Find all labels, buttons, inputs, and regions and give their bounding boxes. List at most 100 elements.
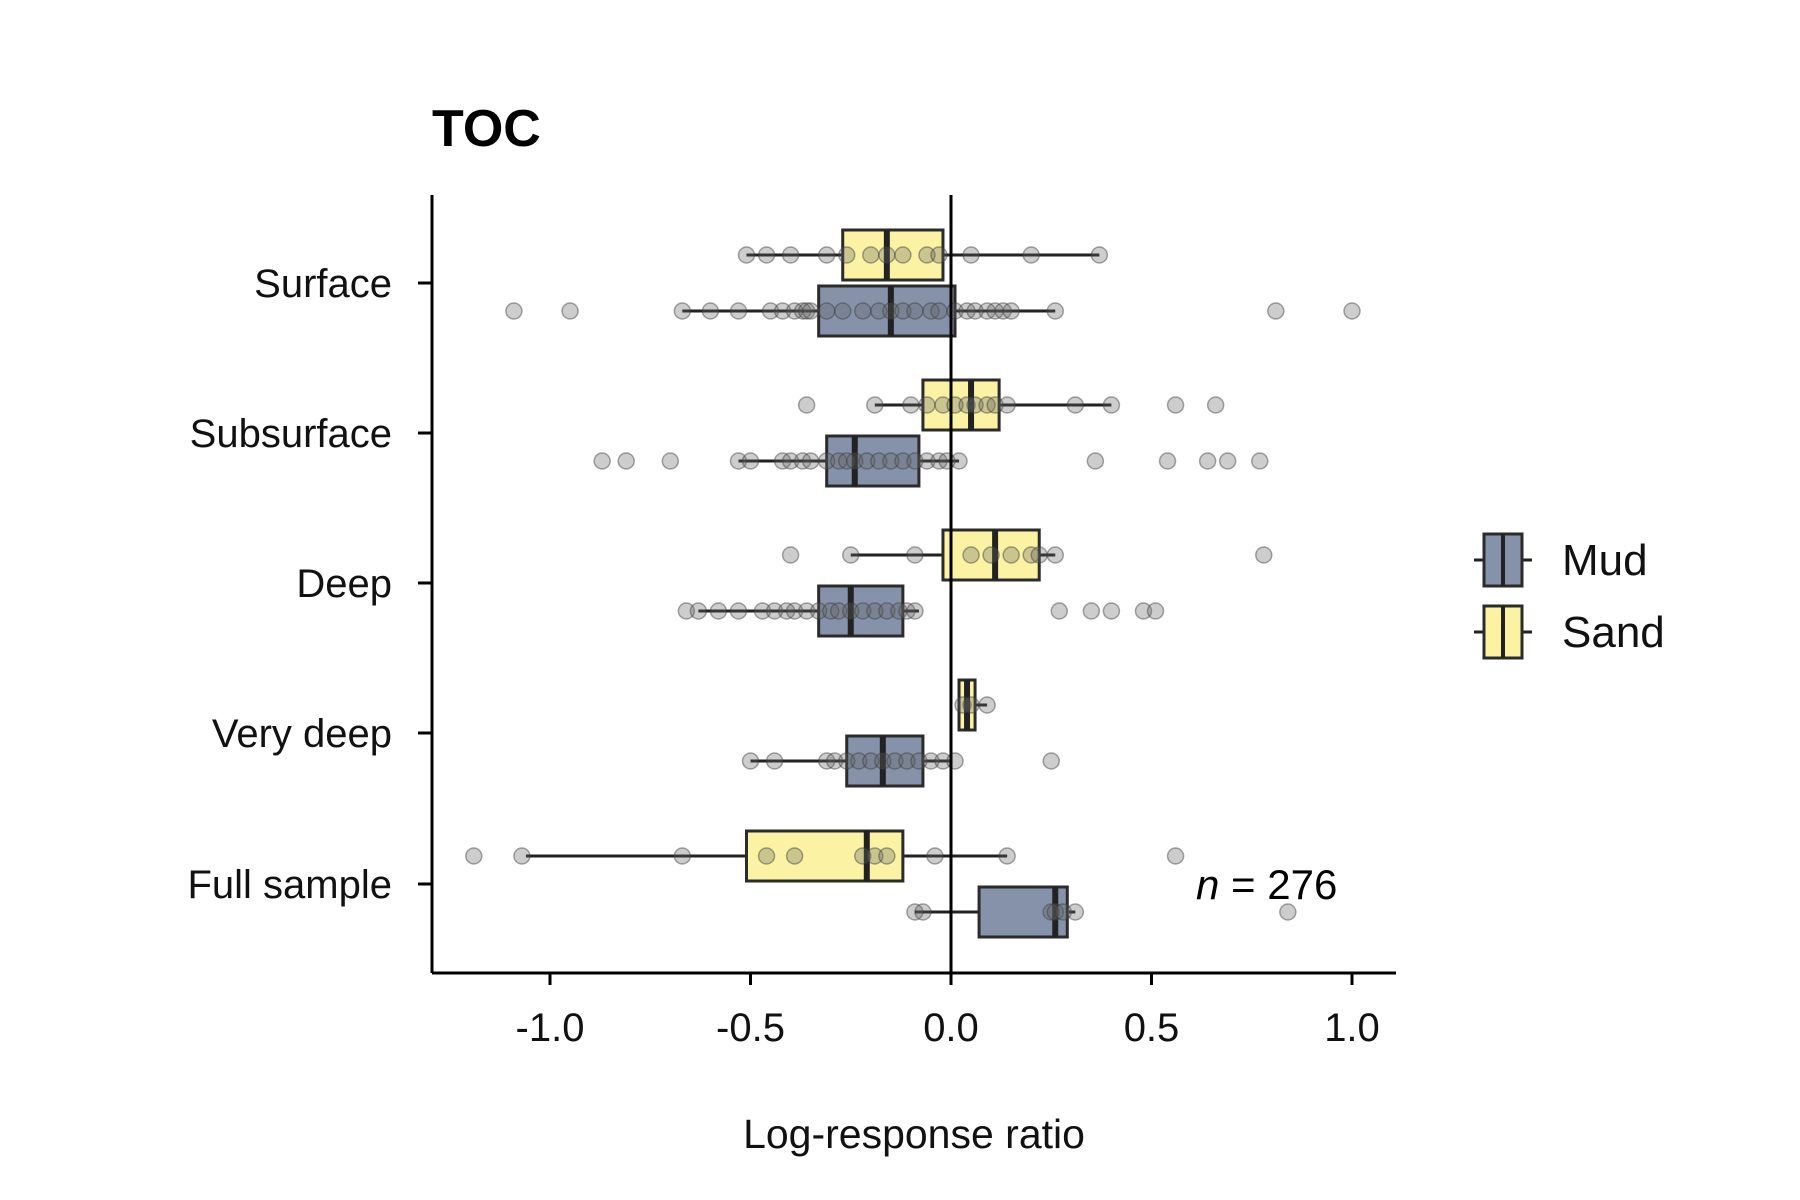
data-point [846, 452, 864, 470]
data-point [902, 396, 920, 414]
data-point [785, 302, 804, 320]
data-point [785, 602, 804, 620]
data-point [781, 546, 800, 564]
data-point [513, 847, 531, 865]
data-point [1030, 546, 1048, 564]
data-point [1166, 847, 1185, 865]
data-point [982, 546, 1000, 564]
legend-label: Sand [1562, 608, 1665, 657]
legend-entry-mud: Mud [1474, 532, 1648, 588]
data-point [882, 452, 900, 470]
data-point [741, 452, 760, 470]
data-point [966, 302, 984, 320]
data-point [737, 246, 756, 264]
data-point [757, 847, 776, 865]
box-sand [921, 378, 1001, 432]
data-point [862, 246, 880, 264]
data-point [898, 602, 916, 620]
data-point [505, 302, 523, 320]
x-tick-label: 0.0 [923, 1006, 979, 1050]
x-axis-title: Log-response ratio [743, 1111, 1085, 1157]
chart-title: TOC [432, 100, 541, 158]
data-point [817, 752, 836, 770]
data-point [817, 452, 836, 470]
data-point [773, 302, 792, 320]
data-point [906, 302, 924, 320]
data-point [866, 396, 884, 414]
data-point [878, 602, 896, 620]
data-point [1267, 302, 1285, 320]
data-point [958, 396, 976, 414]
data-point [673, 302, 692, 320]
data-point [998, 396, 1016, 414]
box-sand [941, 528, 1041, 582]
data-point [773, 452, 792, 470]
data-point [797, 602, 816, 620]
data-point [946, 752, 964, 770]
data-point [1046, 903, 1065, 921]
data-point [793, 452, 812, 470]
data-point [866, 602, 884, 620]
data-point [906, 546, 924, 564]
data-point [894, 302, 912, 320]
x-tick-label: -0.5 [716, 1006, 785, 1050]
box-group-mud [741, 734, 1060, 788]
data-point [926, 847, 944, 865]
sample-size-annotation: n = 276 [1196, 861, 1337, 908]
box-group-sand [954, 678, 996, 732]
data-point [1042, 752, 1060, 770]
data-point [1066, 903, 1085, 921]
data-point [1166, 396, 1185, 414]
data-point [906, 452, 924, 470]
legend-entry-sand: Sand [1474, 604, 1665, 660]
data-point [998, 847, 1016, 865]
data-point [1134, 602, 1153, 620]
data-point [729, 452, 748, 470]
data-point [930, 452, 948, 470]
data-point [1046, 546, 1065, 564]
data-point [962, 546, 980, 564]
data-point [994, 302, 1012, 320]
data-point [894, 246, 912, 264]
data-point [817, 302, 836, 320]
data-point [854, 602, 872, 620]
data-point [1002, 302, 1020, 320]
data-point [689, 602, 708, 620]
data-point [850, 752, 868, 770]
data-point [886, 752, 904, 770]
data-point [821, 602, 840, 620]
data-point [954, 696, 972, 714]
data-point [862, 752, 880, 770]
box-group-mud [906, 885, 1297, 939]
data-point [829, 452, 848, 470]
data-point [837, 752, 856, 770]
data-point [962, 696, 980, 714]
data-point [910, 752, 928, 770]
data-point [890, 602, 908, 620]
data-point [842, 546, 860, 564]
data-point [874, 752, 892, 770]
data-point [922, 302, 940, 320]
data-point [918, 452, 936, 470]
data-point [986, 302, 1004, 320]
data-point [870, 452, 888, 470]
box-group-mud [505, 284, 1361, 338]
data-point [1279, 903, 1297, 921]
annotation-count: = 276 [1219, 861, 1337, 908]
data-point [617, 452, 635, 470]
data-point [1146, 602, 1165, 620]
data-point [673, 847, 692, 865]
data-point [1158, 452, 1177, 470]
data-point [1022, 246, 1040, 264]
data-point [906, 903, 924, 921]
data-point [701, 302, 720, 320]
data-point [1046, 302, 1065, 320]
data-point [986, 396, 1004, 414]
box-mud [817, 284, 957, 338]
data-point [801, 452, 820, 470]
data-point [1090, 246, 1109, 264]
y-tick-label: Very deep [212, 712, 392, 756]
data-point [1343, 302, 1361, 320]
data-point [898, 752, 916, 770]
